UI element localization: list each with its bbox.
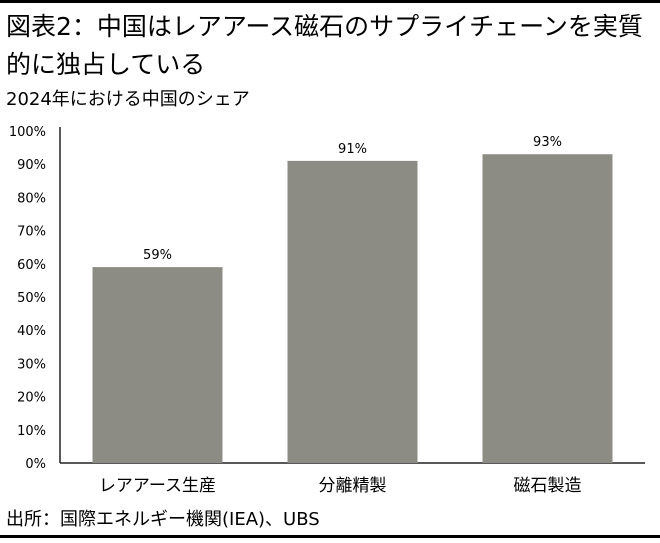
y-tick-label: 40% <box>17 324 46 339</box>
y-tick-label: 70% <box>17 225 46 240</box>
y-tick-label: 100% <box>9 125 46 140</box>
x-tick-label: レアアース生産 <box>99 476 216 496</box>
figure-title: 図表2：中国はレアアース磁石のサプライチェーンを実質的に独占している <box>6 12 643 79</box>
bar-chart: 0% 10% 20% 30% 40% 50% 60% 70% 80% 90% 100% 59% レアアー… <box>9 125 645 496</box>
bar <box>482 154 613 464</box>
y-tick-label: 90% <box>17 158 46 173</box>
y-tick-label: 0% <box>25 457 46 472</box>
bottom-rule <box>0 535 660 538</box>
top-rule <box>0 0 660 3</box>
source-note: 出所：国際エネルギー機関(IEA)、UBS <box>6 509 320 530</box>
data-label: 91% <box>338 142 367 157</box>
y-tick-label: 20% <box>17 391 46 406</box>
y-tick-label: 30% <box>17 357 46 372</box>
chart-subtitle: 2024年における中国のシェア <box>6 89 250 110</box>
y-tick-label: 60% <box>17 258 46 273</box>
data-label: 93% <box>533 135 562 150</box>
y-tick-label: 80% <box>17 191 46 206</box>
data-label: 59% <box>143 248 172 263</box>
x-tick-label: 分離精製 <box>319 476 387 496</box>
y-tick-label: 10% <box>17 424 46 439</box>
x-tick-label: 磁石製造 <box>514 476 582 496</box>
bar <box>92 267 223 463</box>
y-tick-label: 50% <box>17 291 46 306</box>
bar <box>287 160 418 463</box>
